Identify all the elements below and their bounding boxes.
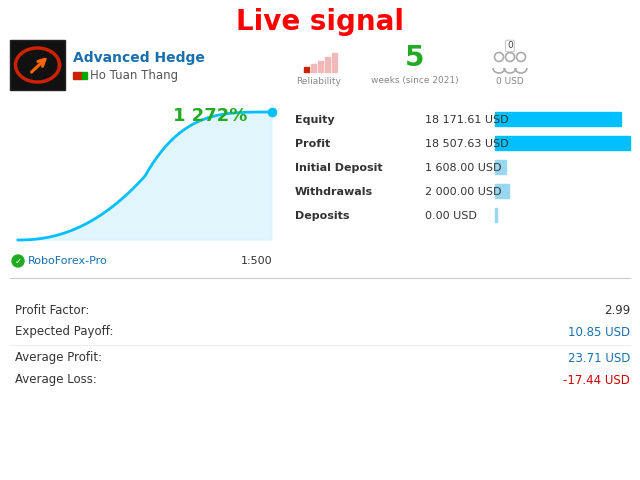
Bar (495, 112, 621, 126)
Text: Advanced Hedge: Advanced Hedge (73, 51, 205, 65)
Bar (495, 184, 509, 198)
Bar (495, 136, 630, 150)
Bar (73, 72, 82, 79)
Text: -17.44 USD: -17.44 USD (563, 373, 630, 386)
Bar (495, 208, 497, 222)
Text: 10.85 USD: 10.85 USD (568, 325, 630, 338)
Bar (311, 64, 316, 72)
Text: ✓: ✓ (15, 256, 22, 265)
Text: 0.00 USD: 0.00 USD (425, 211, 477, 221)
Text: 18 171.61 USD: 18 171.61 USD (425, 115, 509, 125)
Bar (318, 61, 323, 72)
Text: 2.99: 2.99 (604, 303, 630, 316)
FancyBboxPatch shape (10, 40, 65, 90)
Bar (325, 57, 330, 72)
Text: 18 507.63 USD: 18 507.63 USD (425, 139, 509, 149)
Text: Profit Factor:: Profit Factor: (15, 303, 90, 316)
Text: Profit: Profit (295, 139, 330, 149)
Text: Reliability: Reliability (296, 77, 341, 86)
Text: Live signal: Live signal (236, 8, 404, 36)
Bar (304, 67, 309, 72)
Text: Ho Tuan Thang: Ho Tuan Thang (90, 69, 178, 82)
Text: 0 USD: 0 USD (496, 77, 524, 86)
Text: 1 272%: 1 272% (173, 107, 247, 125)
Text: 5: 5 (405, 44, 425, 72)
Text: Withdrawals: Withdrawals (295, 187, 373, 197)
Text: Average Loss:: Average Loss: (15, 373, 97, 386)
Bar (82, 72, 87, 79)
Text: Initial Deposit: Initial Deposit (295, 163, 383, 173)
Text: 1:500: 1:500 (241, 256, 272, 266)
Text: RoboForex-Pro: RoboForex-Pro (28, 256, 108, 266)
Bar (495, 160, 506, 174)
Text: 23.71 USD: 23.71 USD (568, 351, 630, 364)
Circle shape (12, 255, 24, 267)
Polygon shape (18, 112, 272, 240)
Text: Deposits: Deposits (295, 211, 349, 221)
Text: 2 000.00 USD: 2 000.00 USD (425, 187, 502, 197)
Text: 0: 0 (507, 41, 513, 50)
Text: Equity: Equity (295, 115, 335, 125)
Bar (332, 53, 337, 72)
Text: Average Profit:: Average Profit: (15, 351, 102, 364)
Text: Expected Payoff:: Expected Payoff: (15, 325, 113, 338)
Text: 1 608.00 USD: 1 608.00 USD (425, 163, 502, 173)
Text: weeks (since 2021): weeks (since 2021) (371, 76, 459, 85)
